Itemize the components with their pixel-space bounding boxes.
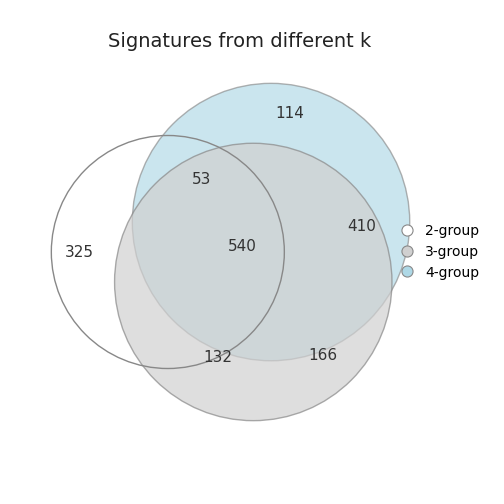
- Text: 325: 325: [65, 244, 94, 260]
- Text: 53: 53: [192, 172, 211, 187]
- Text: 114: 114: [276, 106, 304, 121]
- Title: Signatures from different k: Signatures from different k: [108, 32, 371, 51]
- Text: 132: 132: [203, 350, 232, 365]
- Text: 540: 540: [228, 239, 257, 254]
- Circle shape: [133, 83, 410, 361]
- Circle shape: [114, 143, 392, 421]
- Text: 410: 410: [348, 219, 376, 234]
- Legend: 2-group, 3-group, 4-group: 2-group, 3-group, 4-group: [396, 220, 483, 284]
- Text: 166: 166: [308, 348, 338, 363]
